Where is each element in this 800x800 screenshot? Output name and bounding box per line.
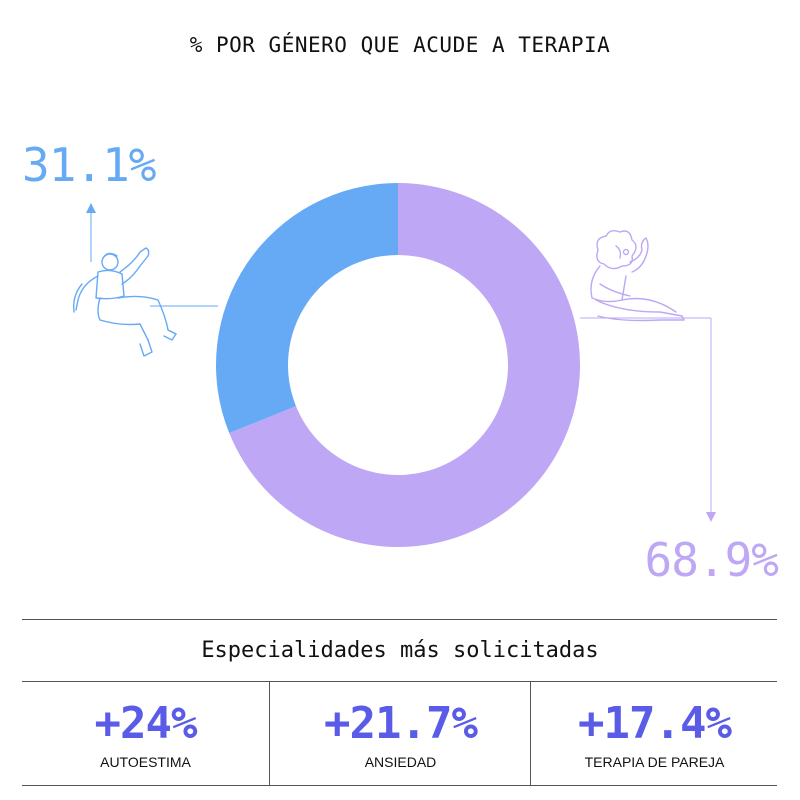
donut-slice-women xyxy=(229,183,581,547)
stat-cell-autoestima: +24% AUTOESTIMA xyxy=(22,682,269,785)
stat-label: TERAPIA DE PAREJA xyxy=(584,754,725,770)
stat-cell-ansiedad: +21.7% ANSIEDAD xyxy=(269,682,531,785)
stat-label: AUTOESTIMA xyxy=(100,754,191,770)
divider-bottom xyxy=(22,785,777,786)
stat-value: +24% xyxy=(94,698,198,749)
men-percentage-label: 31.1% xyxy=(22,138,156,192)
man-figure-icon xyxy=(72,247,177,357)
donut-slice-men xyxy=(215,183,398,434)
women-percentage-label: 68.9% xyxy=(644,533,779,587)
woman-connector xyxy=(580,317,716,522)
donut-slices xyxy=(215,183,581,547)
stat-value: +21.7% xyxy=(324,698,478,749)
man-connector xyxy=(86,203,218,307)
divider-middle xyxy=(22,681,777,682)
stat-cell-terapia-de-pareja: +17.4% TERAPIA DE PAREJA xyxy=(530,682,778,785)
chart-title: % POR GÉNERO QUE ACUDE A TERAPIA xyxy=(189,33,611,57)
stat-label: ANSIEDAD xyxy=(364,754,437,770)
divider-top xyxy=(22,619,777,620)
woman-figure-icon xyxy=(590,229,685,322)
specialties-heading: Especialidades más solicitadas xyxy=(201,638,599,663)
stat-value: +17.4% xyxy=(578,698,732,749)
